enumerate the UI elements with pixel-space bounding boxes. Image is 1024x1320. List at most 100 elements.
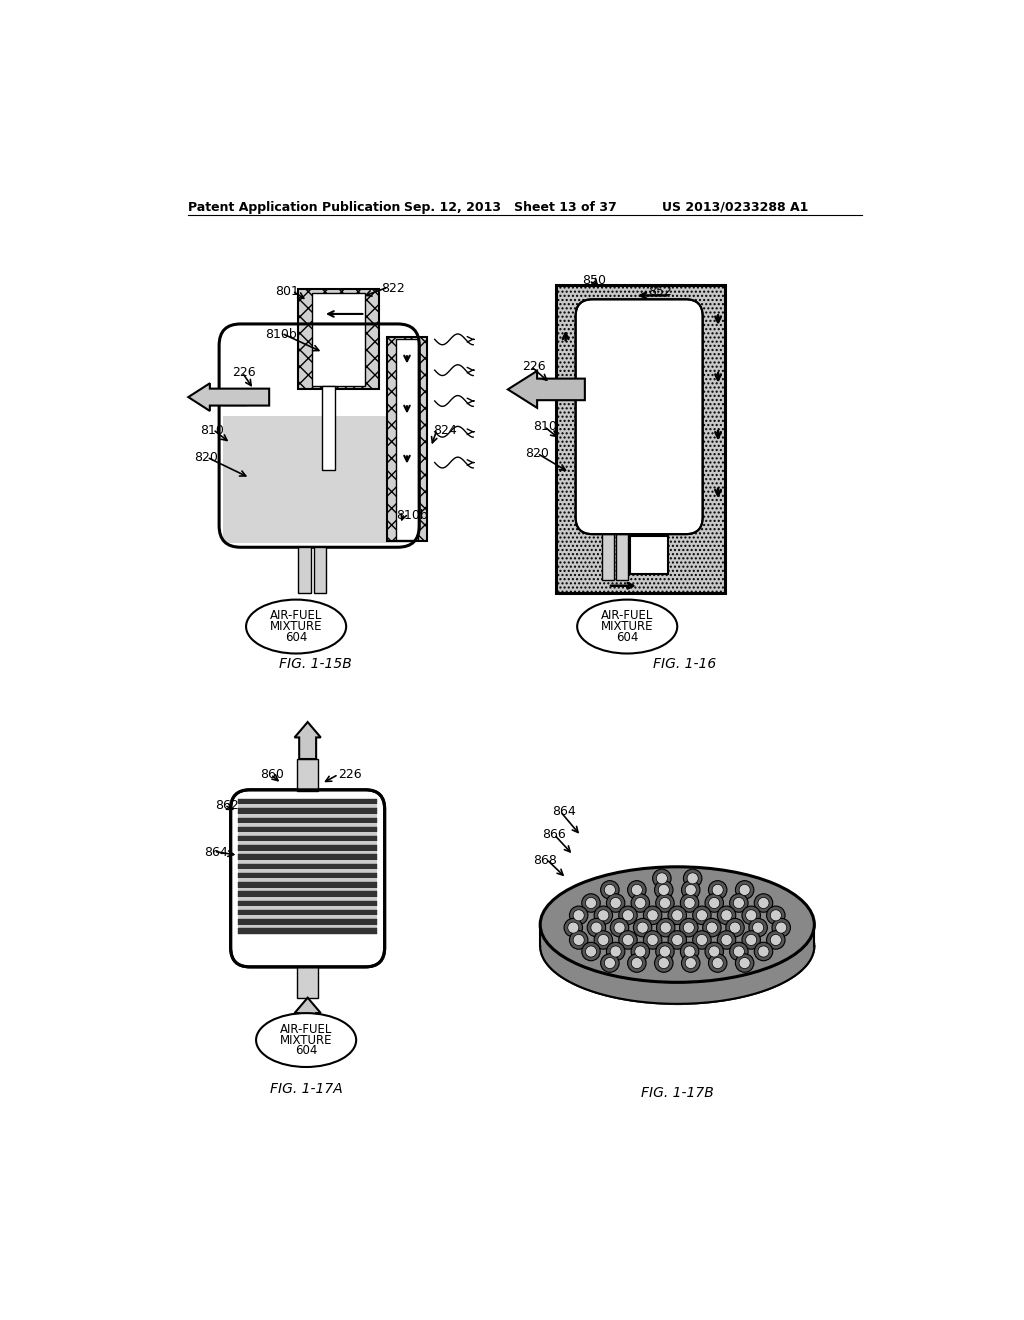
Text: 604: 604: [295, 1044, 317, 1057]
Bar: [239, 836, 377, 841]
FancyArrow shape: [508, 371, 585, 408]
Circle shape: [733, 898, 744, 908]
Polygon shape: [547, 942, 550, 968]
Circle shape: [647, 909, 658, 921]
Circle shape: [749, 919, 767, 937]
Text: 850: 850: [583, 275, 606, 286]
Bar: [615, 535, 628, 581]
Circle shape: [628, 954, 646, 973]
Polygon shape: [724, 978, 730, 1001]
Bar: [387, 337, 427, 541]
Circle shape: [755, 942, 773, 961]
Circle shape: [721, 935, 732, 945]
Text: AIR-FUEL: AIR-FUEL: [270, 610, 323, 622]
Circle shape: [606, 894, 625, 912]
Circle shape: [682, 880, 700, 899]
Circle shape: [631, 957, 642, 969]
Circle shape: [573, 909, 585, 921]
Circle shape: [618, 931, 637, 949]
Bar: [239, 919, 377, 924]
Text: 864: 864: [204, 846, 227, 859]
Text: 862: 862: [215, 799, 239, 812]
Bar: [239, 873, 377, 878]
Circle shape: [707, 923, 718, 933]
Circle shape: [594, 931, 612, 949]
Text: 820: 820: [195, 451, 218, 465]
Bar: [239, 906, 377, 909]
Text: 604: 604: [616, 631, 638, 644]
Circle shape: [672, 935, 683, 945]
Polygon shape: [737, 975, 743, 998]
Bar: [239, 804, 377, 808]
Circle shape: [684, 946, 695, 957]
Circle shape: [604, 957, 615, 969]
Bar: [239, 845, 377, 850]
Bar: [556, 285, 725, 594]
Text: 824: 824: [433, 424, 457, 437]
Circle shape: [702, 919, 721, 937]
Circle shape: [591, 923, 602, 933]
Bar: [298, 548, 310, 594]
Polygon shape: [659, 982, 667, 1003]
Bar: [239, 878, 377, 882]
Circle shape: [635, 898, 646, 908]
Text: 860: 860: [260, 768, 284, 781]
Circle shape: [587, 919, 605, 937]
Circle shape: [582, 942, 600, 961]
Circle shape: [573, 935, 585, 945]
Circle shape: [735, 880, 754, 899]
Circle shape: [643, 906, 662, 924]
Polygon shape: [796, 952, 799, 975]
Circle shape: [564, 919, 583, 937]
Polygon shape: [702, 981, 710, 1003]
Polygon shape: [645, 981, 652, 1003]
Circle shape: [730, 942, 749, 961]
Circle shape: [726, 919, 744, 937]
Polygon shape: [756, 970, 762, 994]
Circle shape: [569, 931, 588, 949]
Bar: [223, 389, 246, 405]
Circle shape: [598, 935, 609, 945]
Bar: [223, 416, 416, 544]
Polygon shape: [571, 961, 577, 985]
Circle shape: [709, 954, 727, 973]
Polygon shape: [681, 982, 688, 1003]
Text: FIG. 1-16: FIG. 1-16: [653, 657, 717, 672]
Polygon shape: [802, 945, 805, 970]
Bar: [239, 808, 377, 813]
Bar: [239, 863, 377, 869]
Bar: [239, 799, 377, 804]
Circle shape: [658, 957, 670, 969]
Text: FIG. 1-17B: FIG. 1-17B: [641, 1086, 714, 1101]
Circle shape: [696, 935, 708, 945]
Circle shape: [709, 946, 720, 957]
Circle shape: [739, 884, 751, 895]
Text: 810: 810: [534, 420, 557, 433]
Circle shape: [647, 935, 658, 945]
Circle shape: [658, 884, 670, 895]
Text: 810b: 810b: [396, 508, 428, 521]
Polygon shape: [587, 968, 593, 991]
Text: AIR-FUEL: AIR-FUEL: [601, 610, 653, 622]
Circle shape: [637, 923, 648, 933]
Polygon shape: [768, 966, 773, 990]
Text: 810: 810: [200, 424, 223, 437]
Polygon shape: [624, 978, 631, 1001]
Text: MIXTURE: MIXTURE: [280, 1034, 333, 1047]
Circle shape: [758, 946, 769, 957]
Bar: [568, 381, 584, 397]
Circle shape: [656, 873, 668, 884]
Polygon shape: [710, 979, 717, 1002]
Circle shape: [682, 954, 700, 973]
Circle shape: [668, 931, 686, 949]
Circle shape: [652, 869, 671, 887]
Circle shape: [654, 880, 673, 899]
Polygon shape: [652, 981, 659, 1003]
Circle shape: [753, 923, 764, 933]
Bar: [239, 859, 377, 863]
Polygon shape: [611, 975, 617, 998]
Circle shape: [696, 909, 708, 921]
Polygon shape: [782, 960, 787, 983]
Text: 226: 226: [339, 768, 362, 781]
Text: FIG. 1-17A: FIG. 1-17A: [269, 1082, 342, 1097]
